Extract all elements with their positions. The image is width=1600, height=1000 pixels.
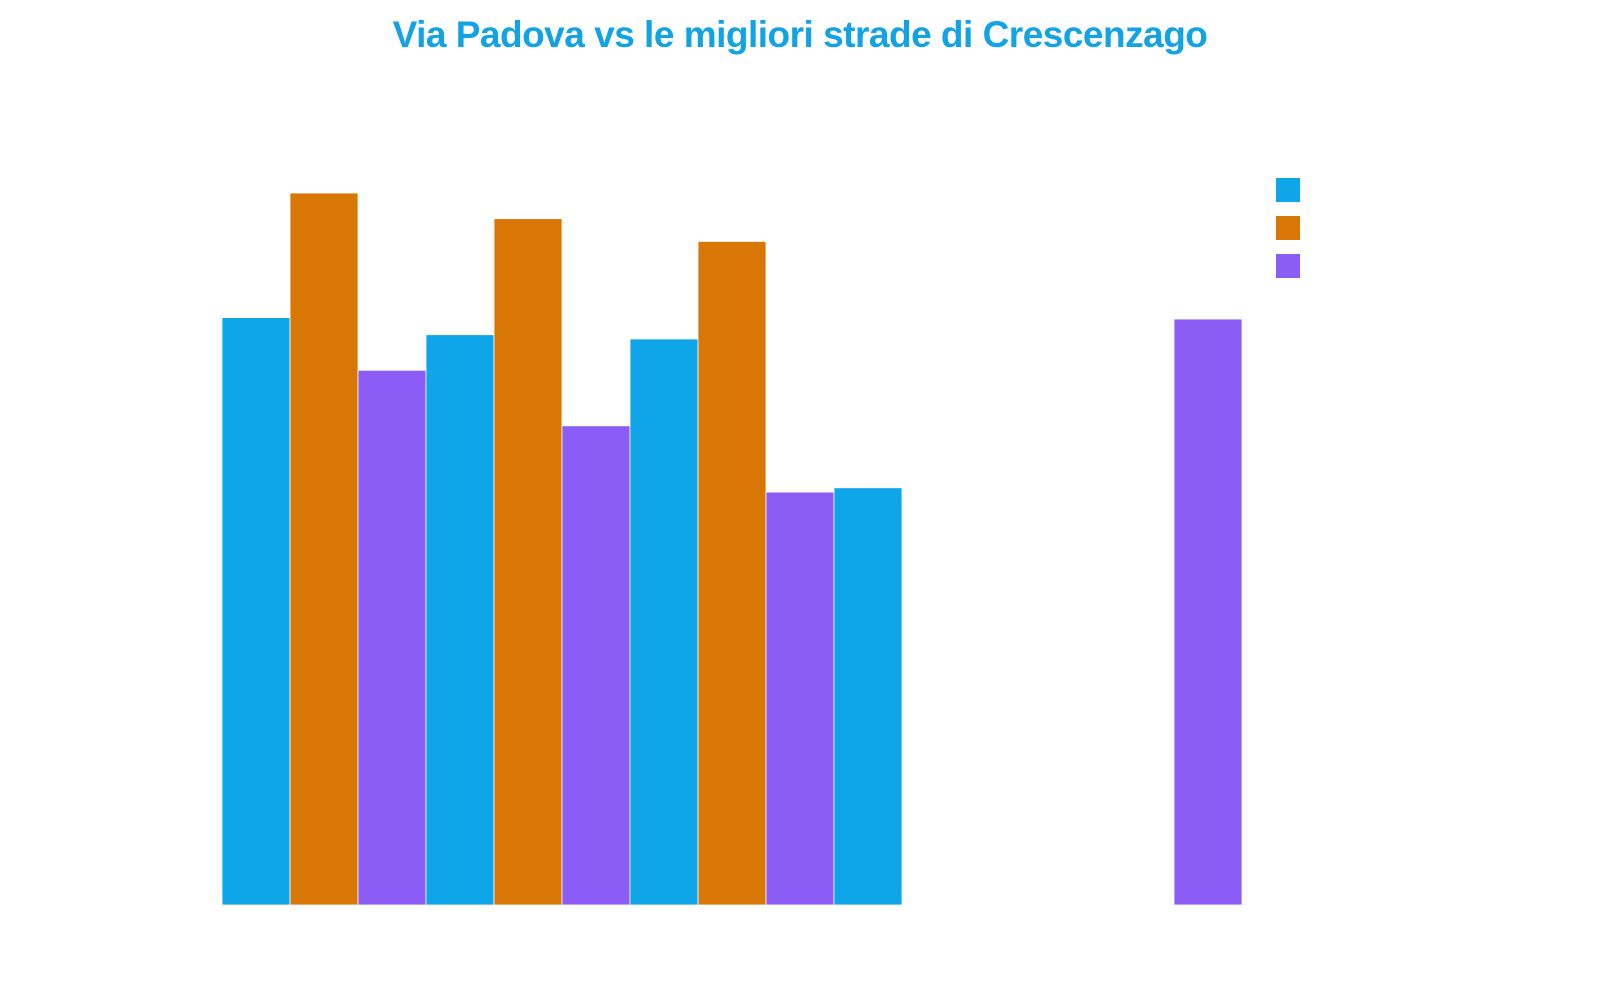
- bars-layer: [221, 192, 1243, 906]
- bar-series-2-group-3: [697, 241, 767, 906]
- legend: [1276, 178, 1300, 278]
- bar-series-3-group-2: [561, 425, 631, 906]
- bar-series-2-group-2: [493, 218, 563, 906]
- bar-series-1-group-2: [425, 334, 495, 906]
- legend-swatch-1: [1276, 178, 1300, 202]
- bar-series-3-group-1: [357, 369, 427, 906]
- bar-series-1-group-3: [629, 338, 699, 906]
- bar-series-1-group-4: [833, 487, 903, 906]
- bar-series-3-group-3: [765, 491, 835, 906]
- legend-item-1: [1276, 178, 1300, 202]
- bar-series-2-group-1: [289, 192, 359, 906]
- legend-item-3: [1276, 254, 1300, 278]
- legend-item-2: [1276, 216, 1300, 240]
- legend-swatch-2: [1276, 216, 1300, 240]
- bar-series-1-group-1: [221, 317, 291, 906]
- legend-swatch-3: [1276, 254, 1300, 278]
- chart-title: Via Padova vs le migliori strade di Cres…: [392, 14, 1208, 55]
- bar-series-3-group-5: [1173, 318, 1243, 906]
